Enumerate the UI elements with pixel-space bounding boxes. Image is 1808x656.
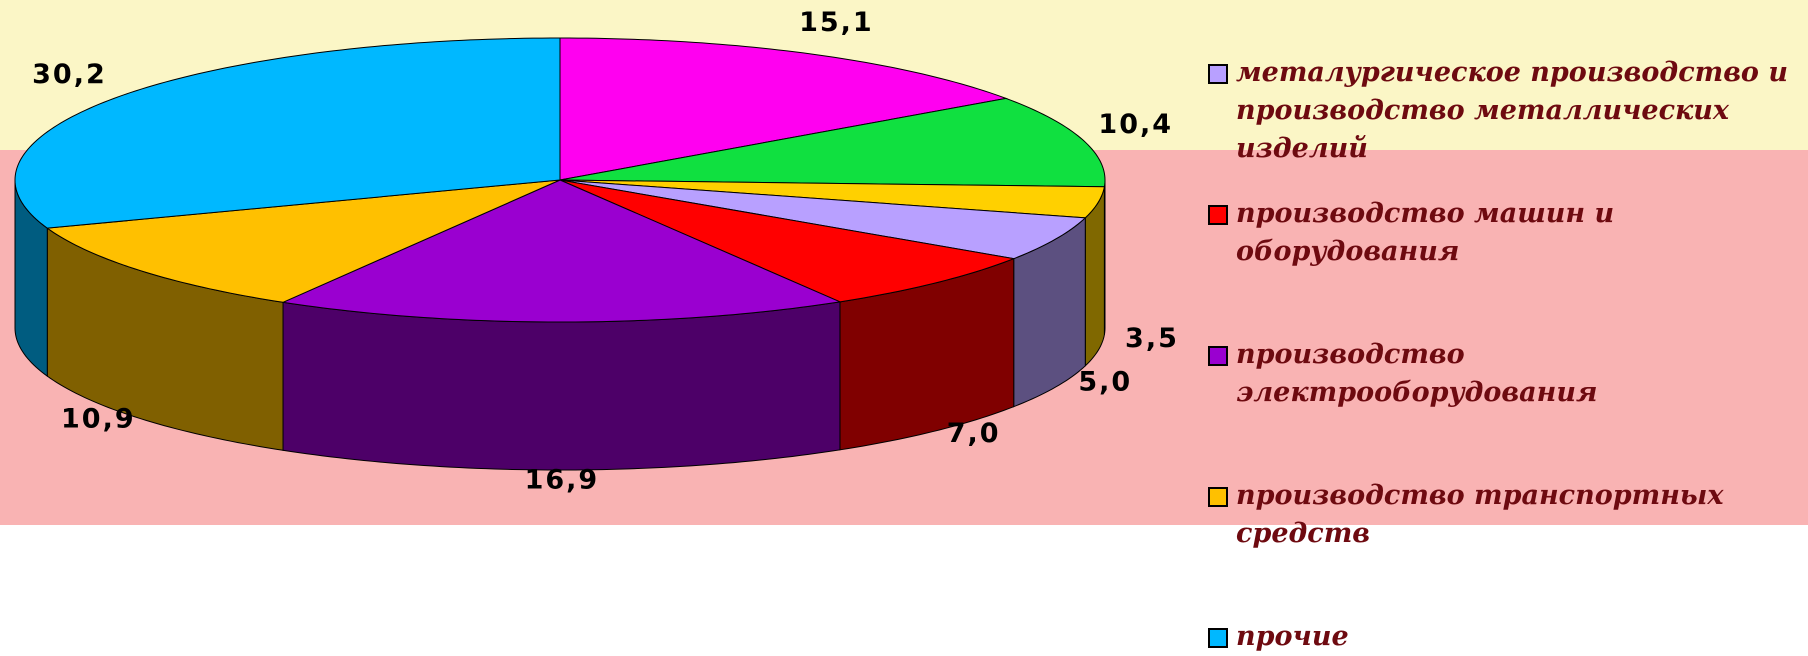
value-label: 7,0 bbox=[947, 418, 1001, 449]
slice bbox=[14, 37, 561, 229]
slice bbox=[559, 97, 1106, 188]
legend-swatch bbox=[1208, 487, 1228, 507]
legend-label: производство транспортных средств bbox=[1236, 480, 1724, 549]
slice-side bbox=[282, 301, 841, 471]
legend-swatch bbox=[1208, 64, 1228, 84]
slice bbox=[45, 179, 561, 303]
slice bbox=[559, 179, 1016, 303]
value-label: 5,0 bbox=[1078, 366, 1132, 397]
value-label: 3,5 bbox=[1125, 323, 1179, 354]
legend-entry: производство электрооборудования bbox=[1208, 336, 1808, 412]
value-label: 10,4 bbox=[1098, 109, 1173, 140]
value-label: 15,1 bbox=[799, 7, 874, 38]
legend-swatch bbox=[1208, 628, 1228, 648]
legend-entry: металургическое производство и производс… bbox=[1208, 54, 1808, 168]
legend-swatch bbox=[1208, 346, 1228, 366]
slice bbox=[559, 179, 1087, 260]
pie: 15,1 10,4 3,5 5,0 7,0 16,9 10,9 30,2 bbox=[14, 7, 1179, 495]
legend-entry: прочие bbox=[1208, 618, 1808, 656]
legend-label: производство электрооборудования bbox=[1236, 339, 1598, 408]
legend-label: прочие bbox=[1236, 621, 1349, 652]
legend-entry: производство транспортных средств bbox=[1208, 477, 1808, 553]
slice bbox=[281, 179, 842, 323]
value-label: 10,9 bbox=[61, 404, 136, 435]
legend-label: производство машин и оборудования bbox=[1236, 198, 1615, 267]
legend-label: металургическое производство и производс… bbox=[1236, 57, 1788, 164]
background-bottom bbox=[0, 525, 1808, 649]
slice bbox=[559, 37, 1008, 181]
value-label: 16,9 bbox=[525, 464, 600, 495]
value-label: 30,2 bbox=[32, 59, 107, 90]
legend-swatch bbox=[1208, 205, 1228, 225]
legend-entry: производство машин и оборудования bbox=[1208, 195, 1808, 271]
